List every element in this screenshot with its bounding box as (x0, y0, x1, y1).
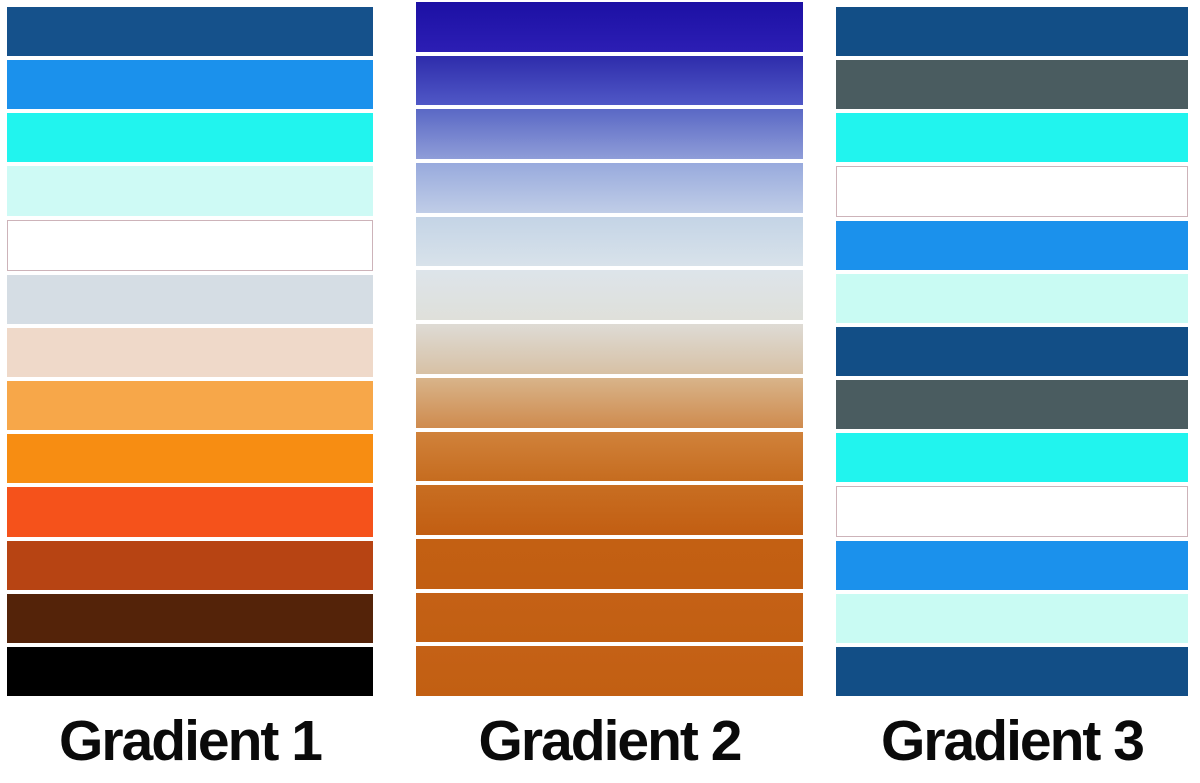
gradient-2-column: Gradient 2 (416, 0, 803, 783)
swatch-cyan (836, 433, 1188, 482)
swatch-white (7, 219, 373, 271)
swatch-rust (7, 540, 373, 590)
swatch-dark-blue (836, 647, 1188, 696)
gradient-2-label: Gradient 2 (478, 709, 743, 773)
swatch-blue-gray (7, 274, 373, 324)
swatch-bright-blue (7, 60, 373, 110)
swatch-indigo (416, 55, 803, 106)
gradient-2-swatch-stack (416, 2, 803, 696)
gradient-3-swatch-stack (836, 7, 1188, 696)
swatch-dark-blue (836, 327, 1188, 376)
swatch-slate-gray (836, 380, 1188, 429)
swatch-black (7, 646, 373, 697)
swatch-red-orange (7, 487, 373, 537)
swatch-white (836, 486, 1188, 537)
swatch-medium-blue (416, 109, 803, 160)
swatch-indigo-dark (416, 2, 803, 52)
swatch-burnt-orange-3 (416, 592, 803, 643)
swatch-burnt-orange-2 (416, 538, 803, 589)
swatch-light-blue (416, 163, 803, 213)
swatch-white (836, 166, 1188, 217)
gradient-1-swatch-stack (7, 7, 373, 697)
gradient-3-label: Gradient 3 (881, 709, 1145, 773)
swatch-pale-peach (7, 327, 373, 378)
swatch-slate-gray (836, 60, 1188, 109)
gradient-3-column: Gradient 3 (836, 0, 1188, 783)
swatch-bright-blue (836, 221, 1188, 270)
swatch-pale-blue-gray (416, 270, 803, 321)
gradient-1-label: Gradient 1 (59, 709, 323, 773)
swatch-pale-cyan (836, 594, 1188, 643)
swatch-cyan (7, 113, 373, 163)
swatch-orange (7, 434, 373, 484)
swatch-tan-to-amber (416, 377, 803, 428)
swatch-gray-to-tan (416, 324, 803, 374)
swatch-dark-blue (836, 7, 1188, 56)
swatch-burnt-orange-4 (416, 646, 803, 696)
swatch-cyan (836, 113, 1188, 162)
swatch-amber-orange (416, 431, 803, 482)
swatch-pale-blue (416, 216, 803, 267)
gradient-1-column: Gradient 1 (7, 0, 373, 783)
swatch-bright-blue (836, 541, 1188, 590)
swatch-burnt-orange-1 (416, 485, 803, 535)
swatch-pale-cyan (836, 274, 1188, 323)
swatch-pale-cyan (7, 166, 373, 216)
swatch-dark-blue (7, 7, 373, 57)
swatch-light-orange (7, 381, 373, 431)
swatch-dark-brown (7, 593, 373, 643)
